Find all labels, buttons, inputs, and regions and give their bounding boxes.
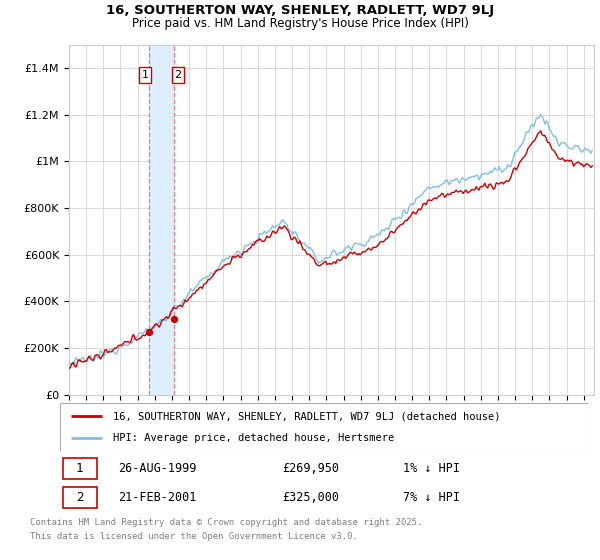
Text: 2: 2 — [175, 70, 182, 80]
Text: Price paid vs. HM Land Registry's House Price Index (HPI): Price paid vs. HM Land Registry's House … — [131, 17, 469, 30]
Point — [144, 328, 154, 337]
Text: HPI: Average price, detached house, Hertsmere: HPI: Average price, detached house, Hert… — [113, 433, 394, 443]
Bar — [149, 45, 174, 395]
Text: 16, SOUTHERTON WAY, SHENLEY, RADLETT, WD7 9LJ: 16, SOUTHERTON WAY, SHENLEY, RADLETT, WD… — [106, 4, 494, 17]
FancyBboxPatch shape — [62, 458, 97, 479]
Text: £325,000: £325,000 — [282, 491, 339, 504]
Text: 7% ↓ HPI: 7% ↓ HPI — [403, 491, 460, 504]
Text: This data is licensed under the Open Government Licence v3.0.: This data is licensed under the Open Gov… — [30, 532, 358, 541]
Text: 1: 1 — [142, 70, 149, 80]
Text: £269,950: £269,950 — [282, 462, 339, 475]
Text: 26-AUG-1999: 26-AUG-1999 — [118, 462, 196, 475]
Text: 1% ↓ HPI: 1% ↓ HPI — [403, 462, 460, 475]
Text: 2: 2 — [76, 491, 83, 504]
FancyBboxPatch shape — [62, 487, 97, 508]
Text: 1: 1 — [76, 462, 83, 475]
Text: 16, SOUTHERTON WAY, SHENLEY, RADLETT, WD7 9LJ (detached house): 16, SOUTHERTON WAY, SHENLEY, RADLETT, WD… — [113, 411, 500, 421]
Point — [169, 315, 179, 324]
Text: 21-FEB-2001: 21-FEB-2001 — [118, 491, 196, 504]
Text: Contains HM Land Registry data © Crown copyright and database right 2025.: Contains HM Land Registry data © Crown c… — [30, 518, 422, 527]
